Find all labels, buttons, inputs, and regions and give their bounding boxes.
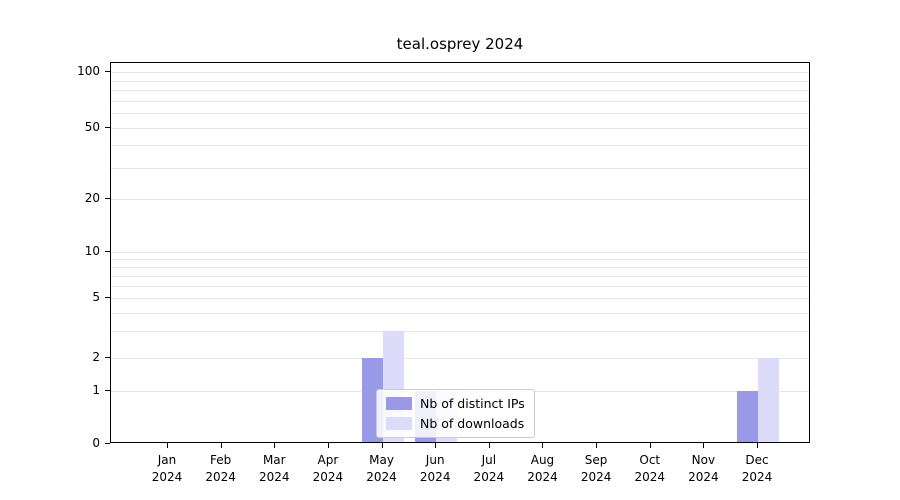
gridline (111, 80, 809, 82)
x-tick-label: Aug 2024 (527, 453, 558, 484)
y-tick-label: 1 (92, 383, 100, 398)
x-tick-mark (649, 443, 651, 448)
x-tick-label: Oct 2024 (634, 453, 666, 484)
y-tick-label: 10 (84, 243, 100, 258)
y-tick-label: 0 (92, 436, 100, 450)
bar-nb-of-distinct-ips-dec-2024 (737, 391, 759, 442)
chart-title: teal.osprey 2024 (396, 35, 524, 53)
x-tick-label: Nov 2024 (688, 453, 719, 484)
x-tick-mark (381, 443, 383, 448)
x-tick-label: Jan 2024 (151, 453, 183, 484)
x-tick-mark (220, 443, 222, 448)
gridline (111, 251, 809, 253)
gridline (111, 199, 809, 201)
x-tick-mark (703, 443, 705, 448)
x-tick-label: Sep 2024 (580, 453, 612, 484)
y-tick-mark (105, 443, 110, 444)
gridline (111, 72, 809, 74)
bar-nb-of-downloads-dec-2024 (758, 357, 780, 442)
x-tick-label: Feb 2024 (205, 453, 236, 484)
gridline (111, 145, 809, 147)
x-tick-mark (542, 443, 544, 448)
gridline (111, 285, 809, 287)
x-tick-label: Apr 2024 (312, 453, 344, 484)
x-tick-label: Mar 2024 (258, 453, 290, 484)
legend-label-downloads: Nb of downloads (420, 416, 525, 431)
x-tick-mark (327, 443, 329, 448)
x-tick-label: Jul 2024 (473, 453, 505, 484)
legend-item-downloads: Nb of downloads (386, 416, 525, 431)
y-tick-label: 2 (92, 349, 100, 364)
y-tick-label: 50 (84, 120, 100, 135)
gridline (111, 275, 809, 277)
x-tick-label: Jun 2024 (419, 453, 451, 484)
y-tick-mark (105, 356, 110, 358)
x-tick-mark (274, 443, 276, 448)
x-tick-mark (488, 443, 490, 448)
gridline (111, 298, 809, 300)
legend: Nb of distinct IPs Nb of downloads (376, 389, 535, 438)
x-tick-mark (435, 443, 437, 448)
gridline (111, 90, 809, 92)
grid-layer (111, 63, 809, 442)
gridline (111, 266, 809, 268)
y-tick-mark (105, 127, 110, 129)
x-tick-label: May 2024 (366, 453, 397, 484)
gridline (111, 113, 809, 115)
bar-layer (111, 63, 809, 442)
y-tick-mark (105, 297, 110, 299)
y-tick-label: 5 (92, 290, 100, 305)
legend-item-distinct-ips: Nb of distinct IPs (386, 396, 525, 411)
y-tick-label: 20 (84, 191, 100, 206)
gridline (111, 312, 809, 314)
x-tick-mark (596, 443, 598, 448)
y-tick-mark (105, 71, 110, 73)
plot-area (110, 62, 810, 443)
legend-swatch-distinct-ips (386, 397, 412, 410)
gridline (111, 331, 809, 333)
gridline (111, 258, 809, 260)
y-tick-mark (105, 198, 110, 200)
y-tick-mark (105, 390, 110, 392)
legend-label-distinct-ips: Nb of distinct IPs (420, 396, 525, 411)
x-tick-mark (757, 443, 759, 448)
x-tick-label: Dec 2024 (741, 453, 773, 484)
gridline (111, 167, 809, 169)
gridline (111, 357, 809, 359)
y-tick-mark (105, 250, 110, 252)
y-tick-label: 100 (77, 64, 100, 79)
gridline (111, 100, 809, 102)
x-tick-mark (167, 443, 168, 448)
gridline (111, 128, 809, 130)
legend-swatch-downloads (386, 417, 412, 430)
